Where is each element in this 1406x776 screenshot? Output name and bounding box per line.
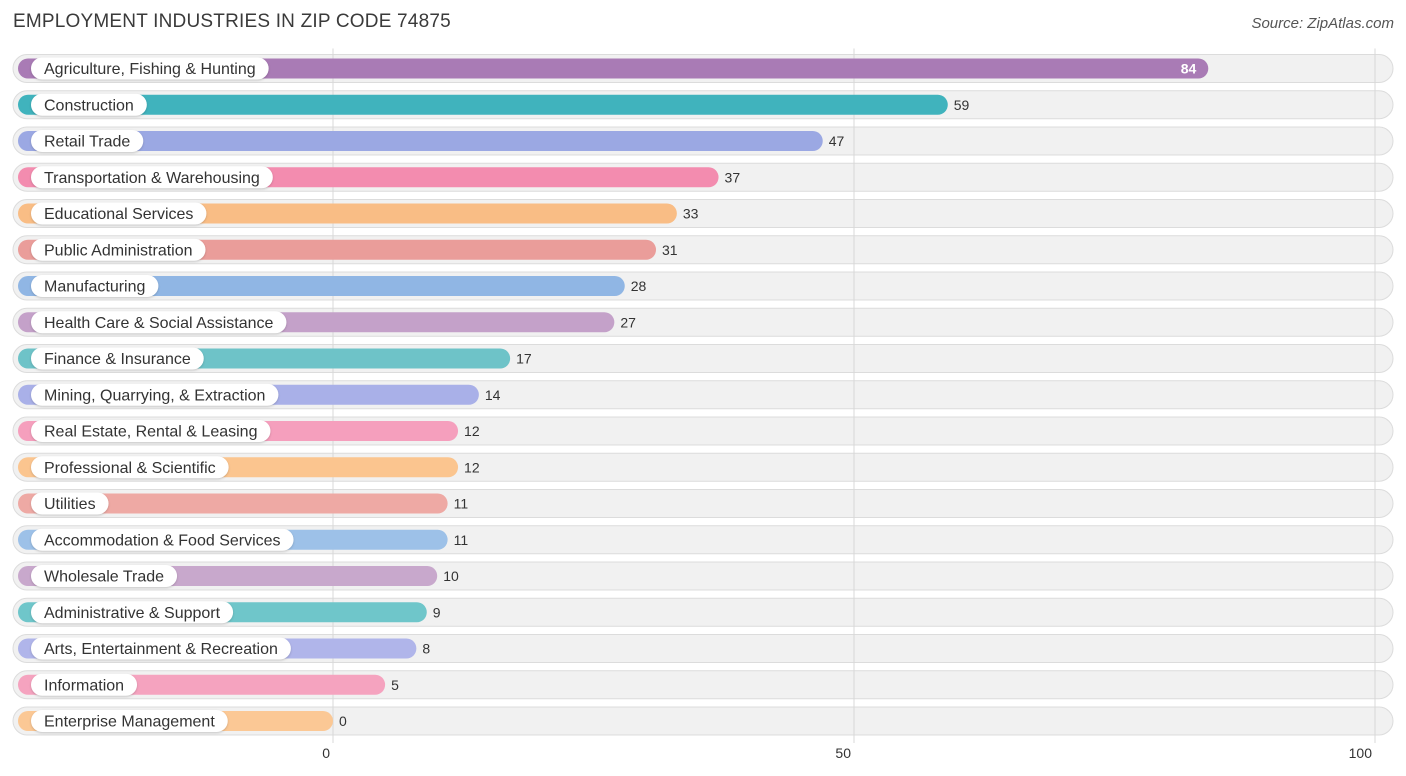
- value-label: 47: [829, 133, 845, 149]
- bar: [18, 276, 625, 296]
- category-label: Enterprise Management: [44, 714, 215, 731]
- value-label: 14: [485, 387, 501, 403]
- value-label: 12: [464, 423, 480, 439]
- value-label: 33: [683, 206, 699, 222]
- row-background: [12, 706, 1394, 736]
- category-label-pill: [31, 238, 206, 261]
- category-label: Wholesale Trade: [44, 569, 164, 586]
- value-label: 84: [1181, 61, 1197, 77]
- category-label: Information: [44, 677, 124, 694]
- category-label-pill: [31, 57, 269, 80]
- category-label-pill: [31, 601, 234, 624]
- value-label: 8: [422, 641, 430, 657]
- category-label: Agriculture, Fishing & Hunting: [44, 61, 256, 78]
- value-label: 31: [662, 242, 678, 258]
- category-label-pill: [31, 93, 147, 116]
- x-tick-label: 0: [322, 745, 330, 761]
- category-label-pill: [31, 311, 287, 334]
- category-label-pill: [31, 347, 204, 370]
- category-label: Public Administration: [44, 242, 193, 259]
- category-label-pill: [31, 130, 144, 152]
- value-label: 9: [433, 604, 441, 620]
- category-label: Utilities: [44, 496, 96, 513]
- category-label-pill: [31, 456, 229, 479]
- category-label-pill: [31, 528, 294, 551]
- category-label-pill: [31, 673, 138, 696]
- value-label: 27: [620, 314, 636, 330]
- category-label: Arts, Entertainment & Recreation: [44, 641, 278, 658]
- category-label-pill: [31, 202, 207, 225]
- category-label-pill: [31, 565, 178, 587]
- source-attribution: Source: ZipAtlas.com: [1251, 15, 1394, 32]
- x-tick-label: 50: [835, 745, 851, 761]
- value-label: 11: [454, 532, 469, 548]
- category-label-pill: [31, 637, 291, 660]
- x-tick-label: 100: [1349, 745, 1373, 761]
- category-label: Mining, Quarrying, & Extraction: [44, 387, 265, 404]
- category-label: Manufacturing: [44, 279, 145, 296]
- category-label-pill: [31, 383, 279, 406]
- value-label: 28: [631, 278, 647, 294]
- category-label-pill: [31, 492, 109, 515]
- category-label-pill: [31, 420, 271, 442]
- value-label: 5: [391, 677, 399, 693]
- value-label: 37: [725, 169, 741, 185]
- category-label: Construction: [44, 97, 134, 114]
- value-label: 11: [454, 496, 469, 512]
- value-label: 0: [339, 713, 347, 729]
- bar: [18, 493, 448, 514]
- category-label: Transportation & Warehousing: [44, 170, 260, 187]
- category-label-pill: [31, 710, 228, 732]
- category-label: Health Care & Social Assistance: [44, 315, 274, 332]
- value-label: 12: [464, 459, 480, 475]
- value-label: 10: [443, 568, 459, 584]
- category-label: Finance & Insurance: [44, 351, 191, 368]
- category-label: Administrative & Support: [44, 605, 221, 622]
- category-label: Educational Services: [44, 206, 193, 223]
- value-label: 17: [516, 351, 532, 367]
- chart-title: EMPLOYMENT INDUSTRIES IN ZIP CODE 74875: [13, 11, 451, 32]
- category-label: Accommodation & Food Services: [44, 532, 281, 549]
- bar: [18, 58, 1209, 79]
- value-label: 59: [954, 97, 970, 113]
- category-label: Real Estate, Rental & Leasing: [44, 424, 257, 441]
- bar: [18, 94, 948, 115]
- bar: [18, 131, 823, 151]
- category-label: Retail Trade: [44, 134, 130, 151]
- category-label: Professional & Scientific: [44, 460, 216, 477]
- category-label-pill: [31, 275, 159, 297]
- category-label-pill: [31, 166, 273, 189]
